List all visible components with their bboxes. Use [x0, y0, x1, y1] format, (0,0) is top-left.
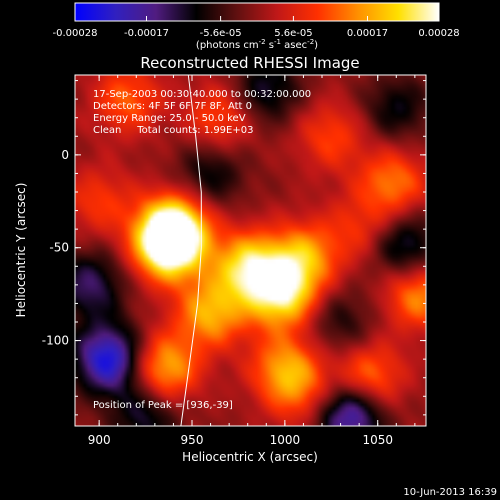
- colorbar-tick-label: -0.00028: [53, 28, 98, 39]
- solar-limb-line: [180, 75, 202, 426]
- colorbar-tick-label: 5.6e-05: [274, 28, 312, 39]
- x-tick-label: 1050: [362, 433, 393, 447]
- colorbar: [74, 2, 440, 22]
- x-tick-label: 950: [181, 433, 204, 447]
- colorbar-tick-label: 0.00017: [347, 28, 388, 39]
- colorbar-tick-labels: -0.00028 -0.00017 -5.6e-05 5.6e-05 0.00017 0.…: [53, 28, 460, 39]
- header-line-time: 17-Sep-2003 00:30:40.000 to 00:32:00.000: [93, 89, 311, 100]
- plot-frame: [74, 74, 427, 427]
- header-line-counts: Clean Total counts: 1.99E+03: [93, 125, 253, 136]
- chart-title: Reconstructed RHESSI Image: [140, 54, 359, 72]
- x-tick-label: 900: [88, 433, 111, 447]
- axis-tick-labels: 900 950 1000 1050 0 -50 -100: [42, 148, 393, 447]
- colorbar-tick-label: -5.6e-05: [200, 28, 242, 39]
- x-axis-label: Heliocentric X (arcsec): [182, 450, 318, 464]
- colorbar-tick-label: -0.00017: [124, 28, 169, 39]
- y-tick-label: 0: [61, 148, 69, 162]
- y-tick-label: -100: [42, 334, 69, 348]
- axis-ticks: [75, 75, 426, 426]
- footer-date: 10-Jun-2013 16:39: [403, 487, 497, 498]
- header-line-energy: Energy Range: 25.0 - 50.0 keV: [93, 113, 246, 124]
- x-tick-label: 1000: [270, 433, 301, 447]
- colorbar-tick-label: 0.00028: [418, 28, 459, 39]
- y-axis-label: Heliocentric Y (arcsec): [14, 183, 28, 318]
- peak-position-label: Position of Peak = [936,-39]: [93, 400, 233, 411]
- header-line-detectors: Detectors: 4F 5F 6F 7F 8F, Att 0: [93, 101, 252, 112]
- heatmap-image: [75, 75, 426, 426]
- y-tick-label: -50: [49, 241, 69, 255]
- colorbar-ticks: [74, 16, 440, 21]
- colorbar-units: (photons cm-2 s-1 asec-2): [196, 38, 318, 51]
